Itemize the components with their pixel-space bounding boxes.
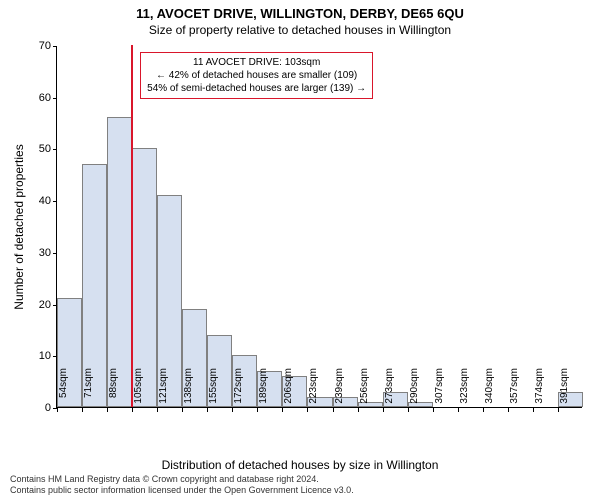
annotation-box: 11 AVOCET DRIVE: 103sqm← 42% of detached… <box>140 52 373 99</box>
y-tick-mark <box>53 201 57 202</box>
x-tick-label: 105sqm <box>133 368 144 414</box>
x-tick-label: 71sqm <box>83 368 94 414</box>
y-tick-label: 0 <box>27 402 51 414</box>
x-tick-label: 256sqm <box>359 368 370 414</box>
x-tick-label: 121sqm <box>158 368 169 414</box>
x-tick-label: 172sqm <box>233 368 244 414</box>
page-subtitle: Size of property relative to detached ho… <box>0 21 600 37</box>
y-tick-label: 10 <box>27 350 51 362</box>
y-tick-label: 50 <box>27 143 51 155</box>
x-tick-label: 189sqm <box>258 368 269 414</box>
y-tick-mark <box>53 149 57 150</box>
y-tick-label: 70 <box>27 40 51 52</box>
footer-line: Contains public sector information licen… <box>10 485 590 496</box>
y-tick-mark <box>53 253 57 254</box>
x-tick-label: 138sqm <box>183 368 194 414</box>
y-tick-label: 30 <box>27 247 51 259</box>
x-axis-label: Distribution of detached houses by size … <box>0 458 600 472</box>
x-tick-label: 223sqm <box>308 368 319 414</box>
x-tick-label: 206sqm <box>283 368 294 414</box>
x-tick-label: 307sqm <box>434 368 445 414</box>
x-tick-label: 290sqm <box>409 368 420 414</box>
property-marker-line <box>131 45 133 407</box>
x-tick-label: 54sqm <box>58 368 69 414</box>
y-tick-mark <box>53 46 57 47</box>
x-tick-label: 273sqm <box>384 368 395 414</box>
x-tick-label: 88sqm <box>108 368 119 414</box>
annotation-line: 11 AVOCET DRIVE: 103sqm <box>147 56 366 69</box>
histogram-bar <box>107 117 132 407</box>
y-tick-label: 60 <box>27 92 51 104</box>
y-tick-label: 20 <box>27 299 51 311</box>
x-tick-label: 391sqm <box>559 368 570 414</box>
footer-line: Contains HM Land Registry data © Crown c… <box>10 474 590 485</box>
y-tick-label: 40 <box>27 195 51 207</box>
x-tick-label: 323sqm <box>459 368 470 414</box>
footer: Contains HM Land Registry data © Crown c… <box>0 471 600 500</box>
y-tick-mark <box>53 98 57 99</box>
x-tick-label: 239sqm <box>334 368 345 414</box>
x-tick-label: 340sqm <box>484 368 495 414</box>
chart-plot-area: 01020304050607054sqm71sqm88sqm105sqm121s… <box>56 46 582 408</box>
x-tick-label: 155sqm <box>208 368 219 414</box>
y-axis-label: Number of detached properties <box>12 144 26 309</box>
page-title: 11, AVOCET DRIVE, WILLINGTON, DERBY, DE6… <box>0 0 600 21</box>
annotation-line: 54% of semi-detached houses are larger (… <box>147 82 366 95</box>
x-tick-label: 374sqm <box>534 368 545 414</box>
x-tick-label: 357sqm <box>509 368 520 414</box>
annotation-line: ← 42% of detached houses are smaller (10… <box>147 69 366 82</box>
